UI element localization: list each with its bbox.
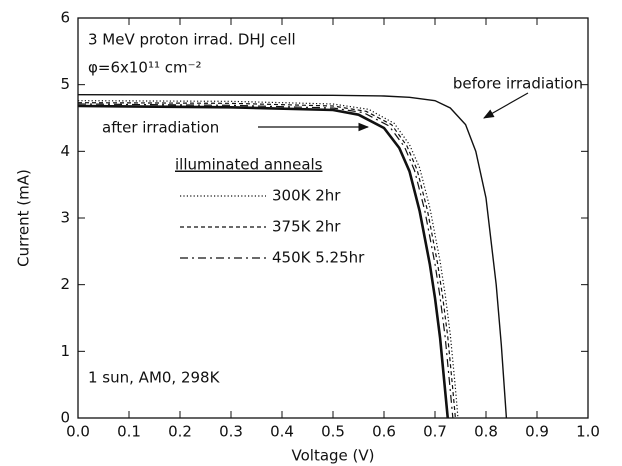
legend-title: illuminated anneals [175, 156, 323, 174]
y-axis-label: Current (mA) [15, 169, 33, 267]
y-tick-label: 4 [60, 142, 70, 160]
series-line [77, 103, 454, 419]
series-line [77, 104, 450, 419]
y-tick-label: 6 [60, 9, 70, 27]
y-tick-label: 0 [60, 409, 70, 427]
legend-label: 375K 2hr [272, 218, 341, 236]
legend-label: 300K 2hr [272, 187, 341, 205]
x-tick-label: 0.8 [474, 423, 498, 441]
series-line [77, 100, 459, 419]
x-tick-label: 0.2 [168, 423, 192, 441]
annotation-arrow [483, 92, 529, 119]
x-tick-label: 1.0 [576, 423, 600, 441]
annotation: after irradiation [102, 119, 219, 137]
x-tick-label: 0.3 [219, 423, 243, 441]
series-line [77, 102, 456, 419]
chart-title: 3 MeV proton irrad. DHJ cell [88, 31, 296, 49]
x-tick-label: 0.4 [270, 423, 294, 441]
x-tick-label: 0.0 [66, 423, 90, 441]
legend-label: 450K 5.25hr [272, 249, 365, 267]
x-tick-label: 0.6 [372, 423, 396, 441]
y-tick-label: 1 [60, 342, 70, 360]
y-tick-label: 5 [60, 75, 70, 93]
y-tick-label: 2 [60, 275, 70, 293]
y-tick-label: 3 [60, 209, 70, 227]
x-axis-label: Voltage (V) [292, 447, 375, 465]
series-line [77, 93, 508, 419]
x-tick-label: 0.9 [525, 423, 549, 441]
x-tick-label: 0.1 [117, 423, 141, 441]
chart-subtitle: φ=6x10¹¹ cm⁻² [88, 59, 202, 77]
annotation: before irradiation [453, 75, 583, 93]
annotation: 1 sun, AM0, 298K [88, 369, 221, 387]
x-tick-label: 0.5 [321, 423, 345, 441]
x-tick-label: 0.7 [423, 423, 447, 441]
